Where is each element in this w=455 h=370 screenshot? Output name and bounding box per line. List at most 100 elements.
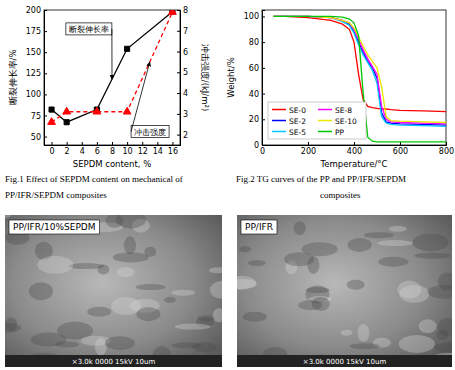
label-box — [9, 220, 100, 234]
marker — [48, 118, 56, 125]
tick-mark — [127, 142, 128, 145]
image-texture — [87, 307, 111, 317]
legend-box — [268, 102, 366, 139]
tick-label: 4 — [80, 147, 85, 156]
tick-mark — [262, 145, 265, 146]
image-texture — [364, 232, 394, 238]
legend-swatch — [272, 131, 286, 133]
image-texture — [237, 279, 257, 289]
image-texture — [389, 226, 407, 232]
image-texture — [136, 284, 166, 290]
x-axis-title: SEPDM content, % — [73, 159, 152, 169]
y-axis-title: 断裂伸长率/% — [8, 50, 18, 106]
y-axis: 020406080100 — [244, 11, 265, 151]
tick: 200 — [301, 142, 316, 156]
callout: 冲击强度 — [131, 62, 169, 138]
image-texture — [124, 236, 136, 254]
callout-box — [131, 126, 169, 138]
image-texture — [306, 287, 330, 293]
image-texture — [298, 300, 322, 310]
tick-mark — [262, 42, 265, 43]
image-texture — [197, 315, 215, 321]
tick-label: 20 — [249, 115, 259, 124]
tick-label: 100 — [26, 90, 41, 99]
tick-label: 14 — [153, 147, 163, 156]
tick-mark — [446, 142, 447, 145]
caption: Fig.2 TG curves of the PP and PP/IFR/SEP… — [236, 174, 406, 184]
tick-label: 7 — [183, 27, 188, 36]
series-label: 断裂伸长率 — [69, 25, 109, 34]
image-texture — [209, 267, 222, 273]
info-bar — [237, 355, 452, 367]
marker — [123, 107, 131, 114]
image-texture — [399, 335, 435, 353]
image-texture — [136, 307, 160, 321]
image-texture — [105, 336, 135, 350]
image-texture — [5, 215, 11, 218]
tick-mark — [172, 142, 173, 145]
marker — [63, 107, 71, 114]
tick-label: 40 — [249, 90, 259, 99]
tick-label: 175 — [26, 27, 41, 36]
caption: PP/IFR/SEPDM composites — [5, 190, 107, 200]
callout: 断裂伸长率 — [66, 23, 112, 79]
tick-mark — [97, 142, 98, 145]
chart: 0200400600800020406080100Temperature/°CW… — [226, 10, 454, 169]
axis-line — [45, 11, 48, 146]
image-texture — [378, 257, 408, 267]
tick: 0 — [254, 141, 265, 150]
tick-label: 400 — [347, 147, 362, 156]
legend-swatch — [318, 109, 332, 111]
tick-label: 12 — [138, 147, 148, 156]
tick-mark — [142, 142, 143, 145]
tick-label: 4 — [183, 89, 188, 98]
image-texture — [171, 290, 195, 296]
y-axis: 5075100125150175200 — [26, 6, 47, 145]
tick-label: 75 — [31, 112, 41, 121]
tick-mark — [262, 68, 265, 69]
tick: 4 — [80, 142, 85, 156]
tick-label: 0 — [254, 141, 259, 150]
tick: 8 — [110, 142, 115, 156]
tick-label: 600 — [393, 147, 408, 156]
axis-line — [45, 142, 181, 146]
legend-swatch — [318, 120, 332, 122]
x-axis: 0200400600800 — [260, 142, 454, 156]
series-line — [52, 12, 173, 123]
legend-swatch — [318, 131, 332, 133]
tick-mark — [157, 142, 158, 145]
tick-label: 80 — [249, 38, 259, 47]
image-texture — [175, 324, 211, 330]
tick-label: 8 — [183, 6, 188, 15]
image-texture — [434, 342, 452, 352]
tick: 12 — [138, 142, 148, 156]
tick-mark — [177, 135, 180, 136]
image-texture — [340, 330, 352, 336]
tick-mark — [177, 31, 180, 32]
legend-swatch — [272, 109, 286, 111]
tick: 0 — [50, 142, 55, 156]
legend-swatch — [272, 120, 286, 122]
tick-mark — [44, 73, 47, 74]
tick-label: 800 — [439, 147, 454, 156]
tick-mark — [354, 142, 355, 145]
image-texture — [213, 308, 222, 322]
tick-label: 10 — [123, 147, 133, 156]
tick-label: 2 — [183, 131, 188, 140]
callout-arrow — [111, 29, 112, 79]
tick-label: 100 — [244, 12, 259, 21]
image-texture — [350, 343, 380, 349]
image-info: ×3.0k 0000 15kV 10um — [72, 358, 156, 366]
plot-frame — [44, 10, 180, 145]
tick: 75 — [31, 112, 47, 121]
tick-mark — [52, 142, 53, 145]
tick-mark — [44, 10, 47, 11]
figure: 024681012141650751001251501752002345678S… — [0, 0, 455, 370]
image-texture — [106, 215, 124, 228]
tick-mark — [262, 16, 265, 17]
tick-mark — [177, 52, 180, 53]
tick: 4 — [177, 89, 188, 98]
y2-axis: 2345678 — [177, 6, 188, 145]
caption: composites — [320, 190, 361, 200]
tick-mark — [44, 115, 47, 116]
